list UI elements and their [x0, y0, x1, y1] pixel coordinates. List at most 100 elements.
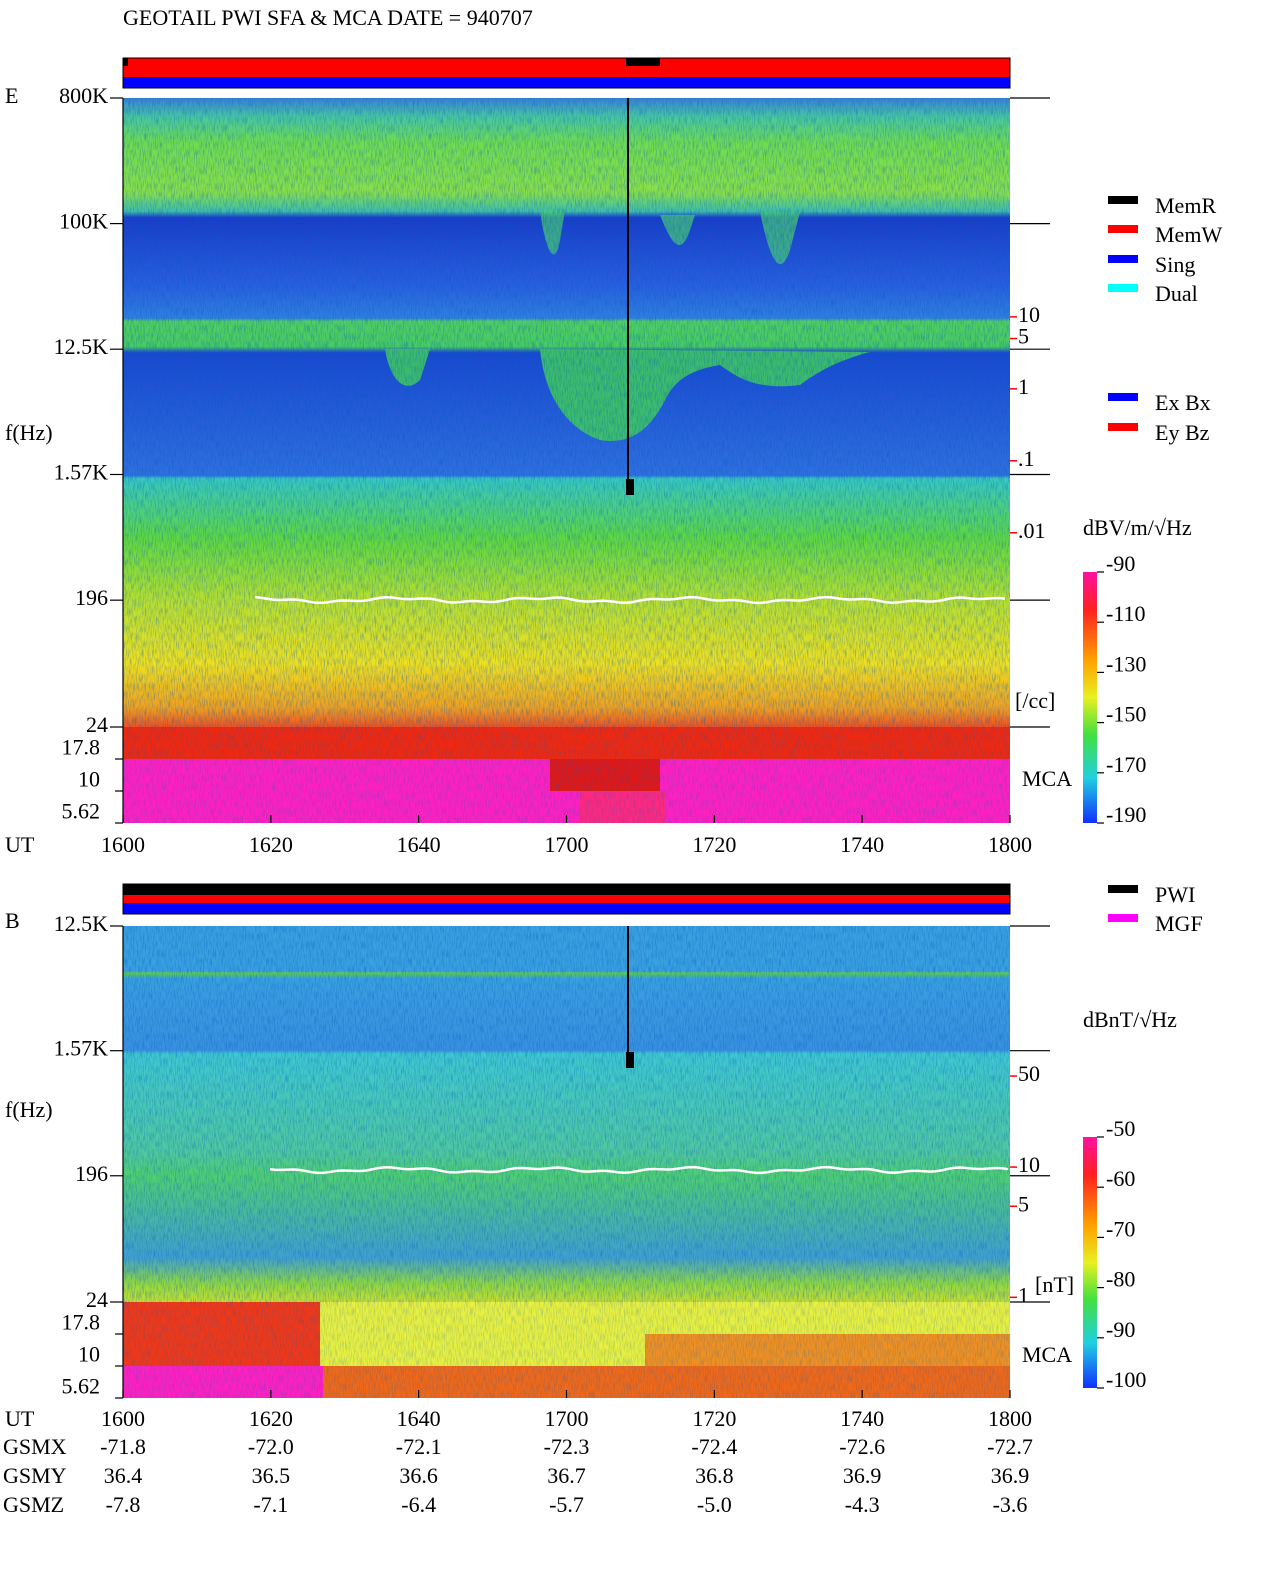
colorbar-title: dBnT/√Hz	[1083, 1007, 1177, 1032]
orbit-row-label: GSMX	[3, 1434, 67, 1459]
trace-line	[269, 1165, 1009, 1175]
data-gap	[626, 479, 634, 495]
density-tick-label: 1	[1018, 374, 1029, 399]
colorbar-tick-label: -90	[1106, 551, 1135, 576]
panel-label: B	[5, 908, 20, 933]
x-tick-label: 1620	[249, 1406, 293, 1431]
y-tick-label: 196	[75, 585, 108, 610]
orbit-value: -4.3	[845, 1492, 880, 1517]
legend-label: Ex Bx	[1155, 390, 1211, 415]
x-axis-title: UT	[5, 832, 35, 857]
mca-label: MCA	[1022, 766, 1072, 791]
status-bar	[123, 58, 128, 66]
orbit-value: -7.8	[106, 1492, 141, 1517]
mca-channel-label: 17.8	[62, 1309, 101, 1334]
x-tick-label: 1800	[988, 1406, 1032, 1431]
legend-swatch	[1108, 885, 1138, 893]
colorbar-tick-label: -90	[1106, 1317, 1135, 1342]
legend-label: MemR	[1155, 193, 1216, 218]
mca-channel-label: 5.62	[62, 1373, 101, 1398]
orbit-row-label: GSMY	[3, 1463, 67, 1488]
orbit-value: -6.4	[401, 1492, 436, 1517]
orbit-value: -3.6	[993, 1492, 1028, 1517]
x-tick-label: 1720	[692, 832, 736, 857]
panel-label: E	[5, 83, 18, 108]
mca-channel-label: 17.8	[62, 734, 101, 759]
y-tick-label: 1.57K	[54, 460, 109, 485]
y-tick-label: 12.5K	[54, 334, 109, 359]
orbit-value: 36.9	[843, 1463, 882, 1488]
status-frame	[122, 883, 1011, 915]
x-tick-label: 1720	[692, 1406, 736, 1431]
legend-swatch	[1108, 255, 1138, 263]
orbit-value: 36.8	[695, 1463, 734, 1488]
orbit-value: 36.5	[252, 1463, 291, 1488]
y-tick-label: 24	[86, 1287, 108, 1312]
y-axis-title: f(Hz)	[5, 1097, 53, 1122]
orbit-value: 36.6	[399, 1463, 438, 1488]
legend-swatch	[1108, 284, 1138, 292]
density-tick-label: .1	[1018, 446, 1035, 471]
data-gap	[626, 1052, 634, 1068]
colorbar	[1083, 1137, 1097, 1388]
density-tick-label: 1	[1018, 1282, 1029, 1307]
orbit-value: 36.7	[547, 1463, 586, 1488]
legend-label: MemW	[1155, 222, 1222, 247]
spectrogram-texture	[123, 98, 1010, 727]
colorbar-tick-label: -110	[1106, 601, 1146, 626]
orbit-value: -72.6	[839, 1434, 885, 1459]
status-bar	[123, 58, 1010, 66]
legend-label: PWI	[1155, 882, 1195, 907]
orbit-value: 36.9	[991, 1463, 1030, 1488]
y-tick-label: 12.5K	[54, 911, 109, 936]
density-unit: [/cc]	[1015, 688, 1055, 713]
x-tick-label: 1600	[101, 832, 145, 857]
density-tick-label: 10	[1018, 302, 1040, 327]
x-tick-label: 1600	[101, 1406, 145, 1431]
chart-title: GEOTAIL PWI SFA & MCA DATE = 940707	[123, 5, 533, 30]
colorbar-tick-label: -60	[1106, 1166, 1135, 1191]
mca-texture	[123, 1302, 1010, 1398]
colorbar	[1083, 572, 1097, 823]
legend-label: Sing	[1155, 252, 1195, 277]
density-tick-label: 10	[1018, 1152, 1040, 1177]
mca-texture	[123, 727, 1010, 823]
mca-channel-label: 10	[78, 766, 100, 791]
orbit-value: -72.1	[396, 1434, 442, 1459]
y-tick-label: 196	[75, 1161, 108, 1186]
legend-swatch	[1108, 393, 1138, 401]
orbit-value: -72.7	[987, 1434, 1033, 1459]
x-axis-title: UT	[5, 1406, 35, 1431]
legend-swatch	[1108, 914, 1138, 922]
legend-label: MGF	[1155, 911, 1203, 936]
x-tick-label: 1800	[988, 832, 1032, 857]
status-bar	[123, 884, 1010, 895]
status-bar	[123, 77, 1010, 88]
colorbar-tick-label: -150	[1106, 702, 1146, 727]
colorbar-tick-label: -50	[1106, 1116, 1135, 1141]
orbit-value: -72.3	[544, 1434, 590, 1459]
legend-swatch	[1108, 225, 1138, 233]
orbit-value: -5.0	[697, 1492, 732, 1517]
orbit-value: 36.4	[104, 1463, 143, 1488]
orbit-value: -72.4	[691, 1434, 737, 1459]
colorbar-title: dBV/m/√Hz	[1083, 515, 1192, 540]
mca-channel-label: 10	[78, 1341, 100, 1366]
colorbar-tick-label: -130	[1106, 651, 1146, 676]
spectrogram-texture	[123, 926, 1010, 1302]
y-tick-label: 800K	[59, 83, 108, 108]
orbit-value: -72.0	[248, 1434, 294, 1459]
x-tick-label: 1640	[397, 1406, 441, 1431]
orbit-value: -5.7	[549, 1492, 584, 1517]
density-tick-label: 5	[1018, 324, 1029, 349]
density-tick-label: 50	[1018, 1061, 1040, 1086]
status-bar	[123, 66, 1010, 77]
legend-label: Ey Bz	[1155, 420, 1210, 445]
x-tick-label: 1620	[249, 832, 293, 857]
x-tick-label: 1700	[545, 1406, 589, 1431]
density-tick-label: .01	[1018, 518, 1046, 543]
x-tick-label: 1740	[840, 832, 884, 857]
trace-line	[254, 595, 1006, 605]
colorbar-tick-label: -190	[1106, 802, 1146, 827]
